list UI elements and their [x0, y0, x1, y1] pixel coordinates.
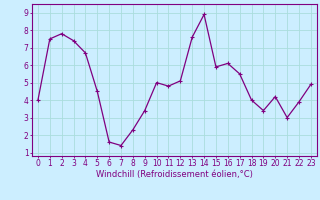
X-axis label: Windchill (Refroidissement éolien,°C): Windchill (Refroidissement éolien,°C)	[96, 170, 253, 179]
